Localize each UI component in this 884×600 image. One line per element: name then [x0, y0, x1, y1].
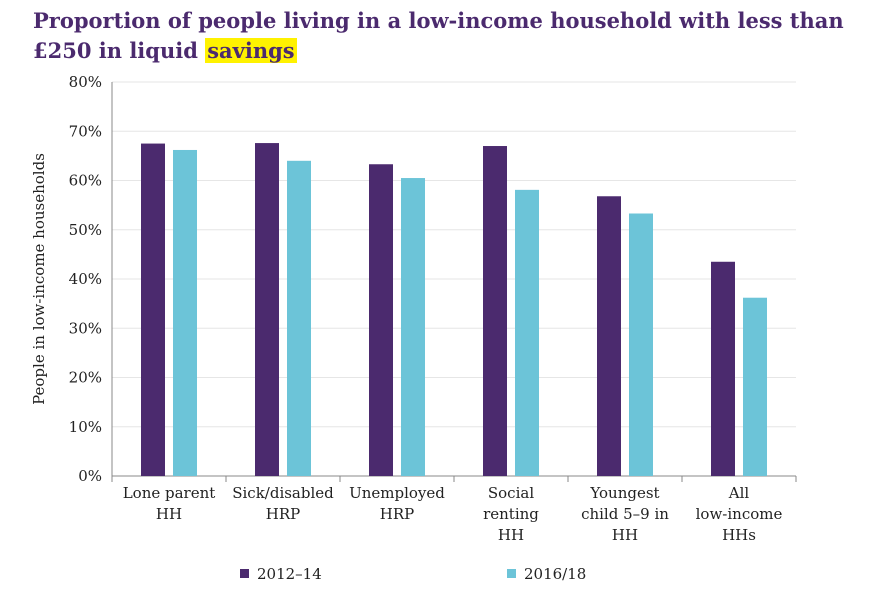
y-tick-label: 70% [69, 122, 102, 140]
bar-series-1 [711, 261, 735, 476]
x-category-label: child 5–9 in [581, 505, 669, 523]
bar-series-1 [369, 164, 393, 476]
x-category-label: HRP [266, 505, 300, 523]
chart-title-highlight: savings [205, 38, 297, 63]
bar-series-2 [629, 213, 653, 476]
x-category-label: All [728, 484, 750, 502]
y-tick-label: 10% [69, 418, 102, 436]
y-tick-label: 20% [69, 369, 102, 387]
x-category-label: Social [488, 484, 534, 502]
y-tick-label: 40% [69, 270, 102, 288]
y-tick-label: 50% [69, 221, 102, 239]
x-category-label: Sick/disabled [232, 484, 334, 502]
x-category-label: low-income [696, 505, 783, 523]
legend-swatch [240, 569, 249, 578]
bar-series-2 [743, 297, 767, 476]
y-tick-label: 60% [69, 172, 102, 190]
x-category-label: HRP [380, 505, 414, 523]
legend-swatch [507, 569, 516, 578]
y-tick-label: 30% [69, 319, 102, 337]
chart-title: Proportion of people living in a low-inc… [33, 6, 853, 66]
x-category-label: Unemployed [349, 484, 445, 502]
x-category-label: HH [498, 526, 524, 544]
x-category-label: renting [483, 505, 539, 523]
bar-series-2 [515, 189, 539, 477]
legend-label: 2016/18 [524, 565, 586, 583]
bar-series-1 [255, 143, 279, 476]
x-category-label: Lone parent [123, 484, 216, 502]
bar-series-1 [597, 196, 621, 476]
bar-series-2 [401, 178, 425, 476]
chart-title-text: Proportion of people living in a low-inc… [33, 8, 844, 63]
x-category-label: HHs [722, 526, 756, 544]
y-axis-title: People in low-income households [30, 153, 48, 405]
legend-label: 2012–14 [257, 565, 322, 583]
bar-series-1 [483, 146, 507, 476]
bar-series-1 [141, 143, 165, 476]
x-category-label: HH [612, 526, 638, 544]
bar-series-2 [173, 149, 197, 476]
y-tick-label: 0% [78, 467, 102, 485]
x-category-label: Youngest [589, 484, 659, 502]
bar-series-2 [287, 160, 311, 477]
y-tick-label: 80% [69, 73, 102, 91]
x-category-label: HH [156, 505, 182, 523]
